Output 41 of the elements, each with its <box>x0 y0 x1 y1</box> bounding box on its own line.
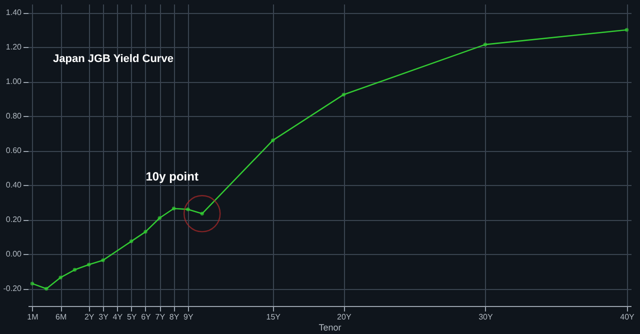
x-tick-label: 6M <box>55 312 67 322</box>
x-tick-label: 8Y <box>169 312 180 322</box>
point <box>44 286 48 291</box>
x-tick-label: 15Y <box>266 312 282 322</box>
annotation: 10y point <box>146 170 198 184</box>
point <box>58 276 62 280</box>
y-tick-label: 0.20 <box>6 215 22 224</box>
x-tick-label: 1M <box>27 312 39 322</box>
point <box>101 258 105 262</box>
y-tick-label: 1.00 <box>6 77 22 86</box>
x-tick-label: 7Y <box>155 312 166 322</box>
x-tick-label: 3Y <box>98 312 110 322</box>
x-tick-label: 2Y <box>84 312 95 322</box>
text: Japan JGB Yield Curve <box>53 53 174 65</box>
y-tick-label: 0.00 <box>6 250 22 259</box>
y-tick-label: 0.60 <box>6 146 22 156</box>
x-tick-label: 30Y <box>478 312 494 322</box>
y-tick-label: 0.40 <box>6 180 22 190</box>
point <box>342 92 346 96</box>
point <box>30 282 34 286</box>
point <box>624 28 629 32</box>
x-tick-label: 4Y <box>112 312 124 322</box>
point <box>186 207 190 212</box>
point <box>158 216 162 220</box>
point <box>172 206 176 210</box>
x-tick-label: 9Y <box>184 312 194 322</box>
point <box>86 262 91 266</box>
y-tick-label: 1.20 <box>6 42 22 52</box>
x-tick-label: 5Y <box>126 312 138 322</box>
point <box>483 42 488 46</box>
x-tick-label: 20Y <box>337 312 352 322</box>
y-tick-label: 0.80 <box>6 112 22 121</box>
point <box>144 230 148 234</box>
x-tick-label: 40Y <box>620 312 636 322</box>
point <box>129 239 134 244</box>
x-axis-title: Tenor <box>318 322 342 332</box>
y-tick-label: 1.40 <box>6 8 22 18</box>
point <box>271 138 275 142</box>
point <box>72 268 77 272</box>
y-tick-label: -0.20 <box>3 284 22 294</box>
x-tick-label: 6Y <box>141 312 152 322</box>
